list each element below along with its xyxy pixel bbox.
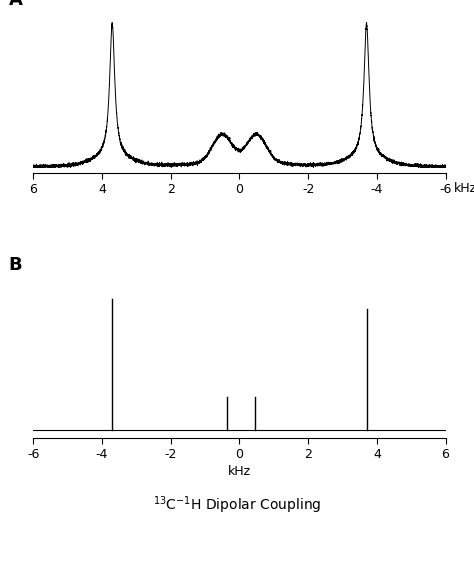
Text: kHz: kHz bbox=[454, 182, 474, 195]
Text: $^{13}$C$^{-1}$H Dipolar Coupling: $^{13}$C$^{-1}$H Dipolar Coupling bbox=[153, 494, 321, 516]
Text: A: A bbox=[9, 0, 22, 9]
X-axis label: kHz: kHz bbox=[228, 465, 251, 478]
Text: B: B bbox=[9, 256, 22, 274]
